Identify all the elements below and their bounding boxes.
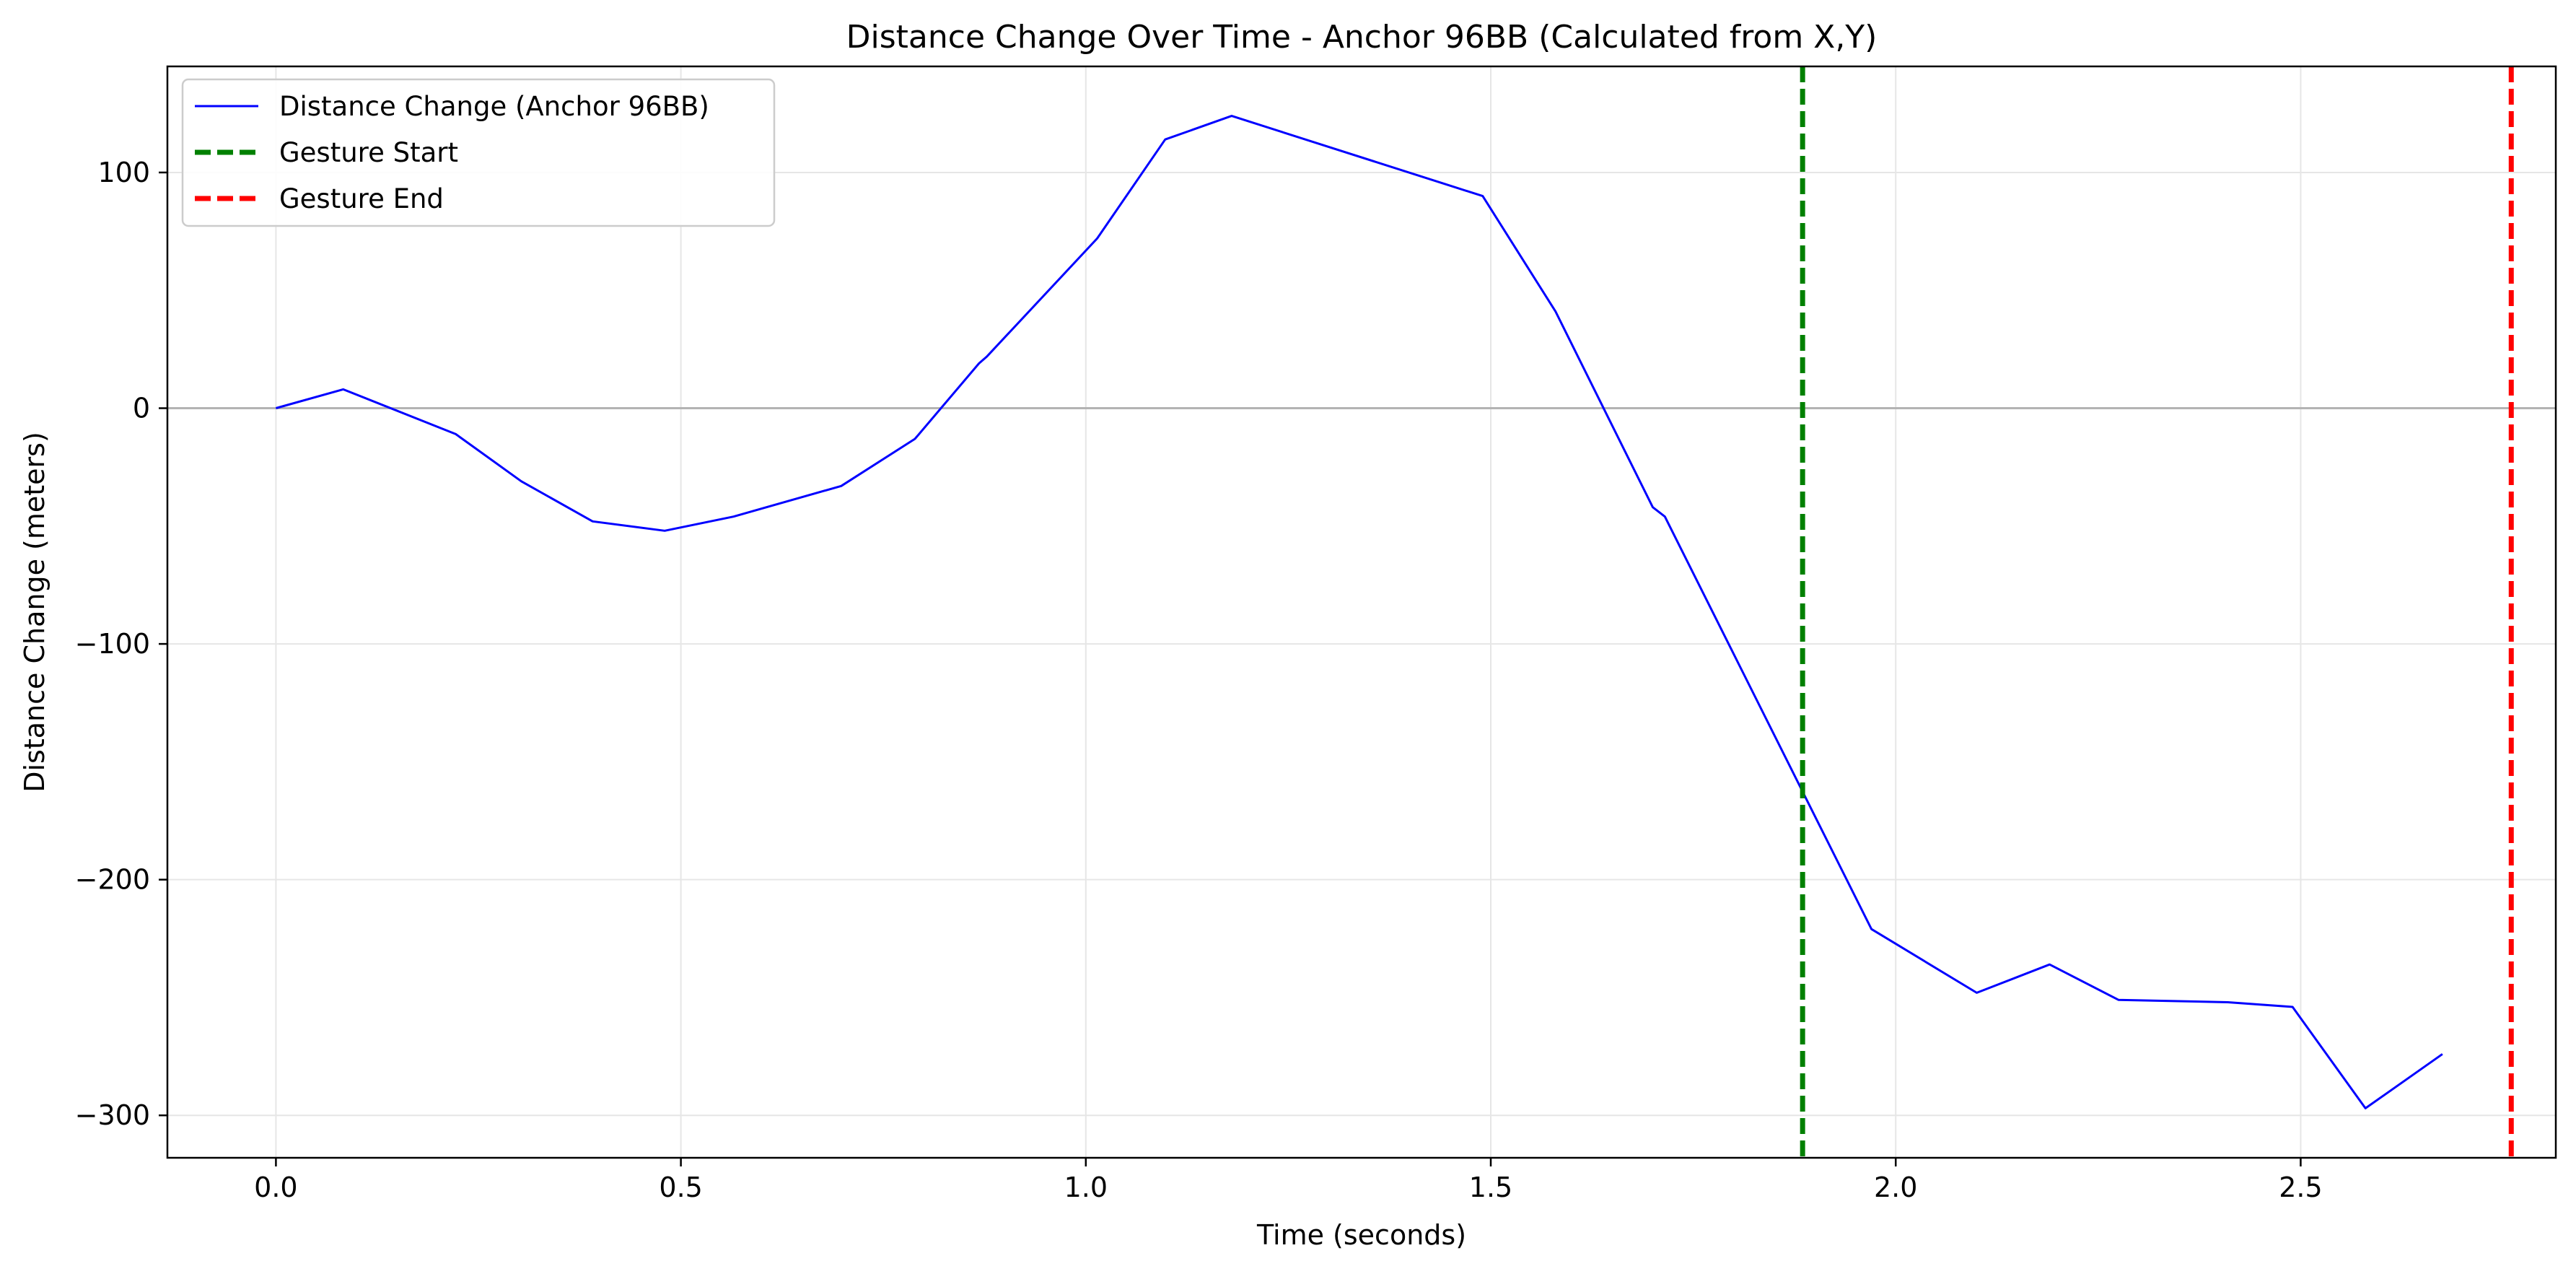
gesture-lines (1800, 66, 2514, 1158)
x-tick-label: 0.5 (659, 1172, 702, 1203)
x-axis-ticks: 0.0 0.5 1.0 1.5 2.0 2.5 (254, 1158, 2323, 1203)
x-tick-label: 1.0 (1064, 1172, 1108, 1203)
plot-frame (166, 65, 2557, 1159)
x-tick-label: 1.5 (1469, 1172, 1512, 1203)
y-tick-label: −100 (75, 628, 150, 660)
x-tick-label: 2.5 (2279, 1172, 2322, 1203)
legend-box (181, 78, 776, 227)
legend-label-gesture-end: Gesture End (279, 183, 444, 214)
y-axis-ticks: 100 0 −100 −200 −300 (75, 157, 167, 1131)
y-tick-label: −200 (75, 864, 150, 896)
y-tick-label: −300 (75, 1099, 150, 1131)
y-tick-label: 100 (97, 157, 150, 188)
legend: Distance Change (Anchor 96BB) Gesture St… (181, 78, 776, 227)
x-axis-label: Time (seconds) (1256, 1219, 1466, 1251)
y-axis-label: Distance Change (meters) (19, 432, 51, 793)
chart-title: Distance Change Over Time - Anchor 96BB … (846, 19, 1878, 56)
x-tick-label: 2.0 (1874, 1172, 1917, 1203)
legend-label-gesture-start: Gesture Start (279, 137, 458, 168)
legend-label-series: Distance Change (Anchor 96BB) (279, 91, 709, 122)
y-tick-label: 0 (133, 393, 150, 424)
series-layer (275, 115, 2443, 1109)
x-tick-label: 0.0 (254, 1172, 297, 1203)
series-line-distance-change (275, 115, 2443, 1109)
